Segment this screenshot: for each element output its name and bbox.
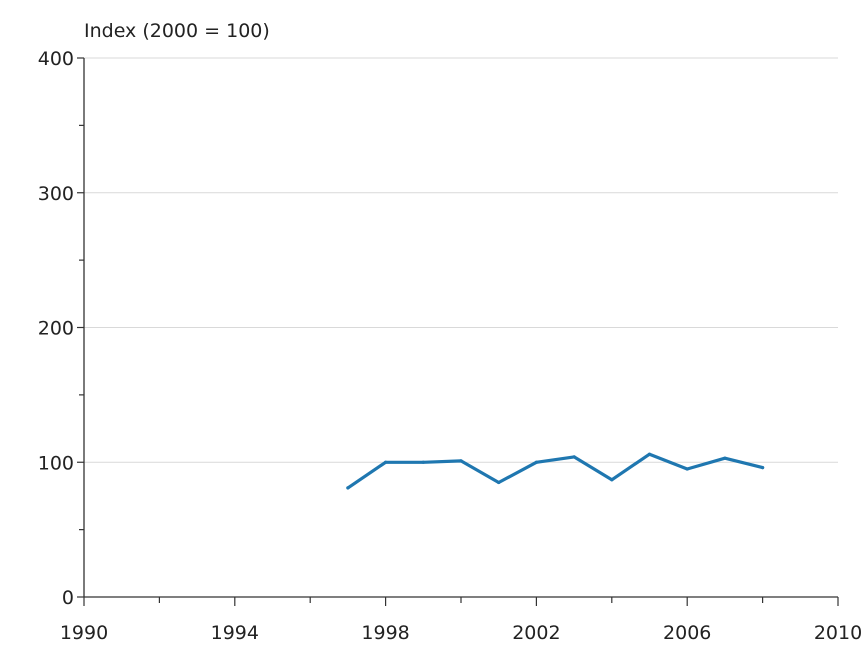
x-tick-label: 1994 [211,622,259,644]
data-point [761,466,765,470]
x-tick-label: 2010 [814,622,862,644]
x-tick-label: 2006 [663,622,711,644]
y-tick-label: 400 [38,48,74,70]
data-point [497,480,501,485]
data-point [421,460,425,464]
data-point [534,460,539,464]
data-point [647,452,652,456]
data-point [685,467,689,471]
y-tick-label: 200 [38,318,74,340]
data-point [384,460,388,464]
x-tick-label: 1990 [60,622,108,644]
data-point [572,455,576,459]
y-axis-title: Index (2000 = 100) [84,20,270,42]
data-point [459,459,463,463]
data-point [610,478,614,482]
data-point [723,456,727,460]
y-tick-label: 300 [38,183,74,205]
x-tick-label: 2002 [512,622,560,644]
y-tick-label: 0 [62,587,74,609]
series-line [346,452,765,490]
data-point [346,486,350,490]
x-tick-label: 1998 [361,622,409,644]
y-tick-label: 100 [38,452,74,474]
